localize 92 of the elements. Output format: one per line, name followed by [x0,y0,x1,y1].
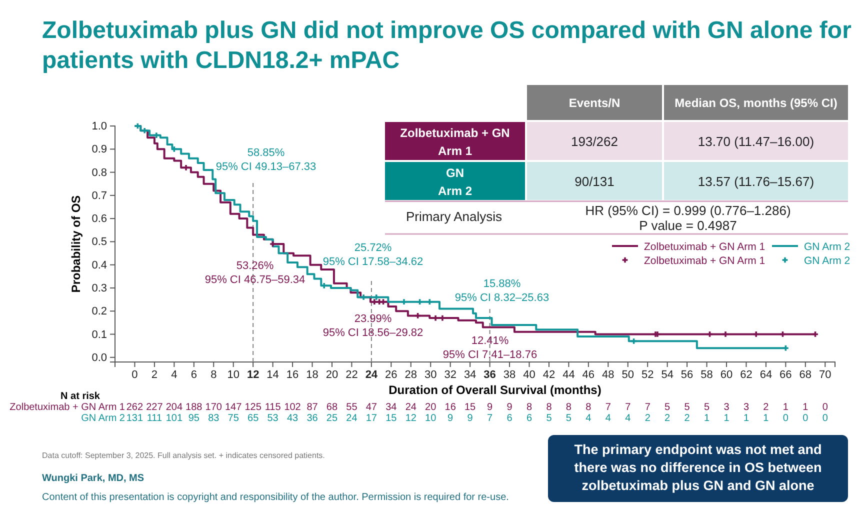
y-tick-label: 1.0 [92,120,107,133]
x-tick-label: 22 [346,368,358,381]
x-tick-label: 66 [780,368,792,381]
annotation: 13.70 (11.47–16.00) [698,134,814,149]
x-tick-label: 40 [523,368,536,381]
annotation: 53.26% 95% CI 46.75–59.34 [204,260,306,286]
x-tick-label: 36 [484,368,496,381]
x-tick-label: 62 [740,368,752,381]
x-tick-label: 30 [424,368,437,381]
point [783,345,788,351]
x-tick-label: 42 [542,368,556,381]
text: 262 227 204 188 170 147 125 115 102 87 68 55 47 34 24 20 16 15 9 9 8 8 8 8 7 7 7 5 5 5 3 3 2 1 1 0 [126,402,828,413]
x-tick-label: 58 [700,368,713,381]
annotation: 25.72% 95% CI 17.58–34.62 [322,242,424,268]
x-tick-label: 12 [246,368,260,381]
annotation: 193/262 [571,134,618,149]
x-tick-label: 2 [151,368,158,381]
y-tick-label: 0.7 [92,190,107,202]
y-tick-label: 0.5 [92,236,107,248]
x-tick-label: 32 [444,368,456,381]
legend-label: Zolbetuximab + GN Arm 1 [644,241,766,253]
annotation: 90/131 [574,174,614,189]
x-tick-label: 16 [286,368,299,381]
x-tick-label: 6 [190,368,197,381]
text: Data cutoff: September 3, 2025. Full analysis set. + indicates censored patients. [42,451,325,460]
text: N at risk [60,391,100,402]
point [722,332,728,337]
annotation: HR (95% CI) = 0.999 (0.776–1.286) [585,203,791,218]
annotation: 15.88% 95% CI 8.32–25.63 [454,278,550,304]
x-tick-label: 20 [326,368,338,381]
x-tick-label: 56 [680,368,694,381]
x-tick-label: 14 [266,368,279,381]
y-tick-label: 0.1 [92,328,107,341]
point [360,294,366,300]
text: Wungki Park, MD, MS [42,473,144,484]
text: Content of this presentation is copyright and responsibility of the author. Permission is required for re-use. [42,492,509,503]
annotation: 12.41% 95% CI 7.41–18.76 [442,335,538,361]
point [426,299,432,305]
chart-title: Zolbetuximab plus GN did not improve OS compared with GN alone for patients with CLDN18.2+ mPAC [42,17,852,74]
x-tick-label: 10 [227,368,240,381]
point [401,299,407,305]
x-tick-label: 50 [622,368,634,381]
y-tick-label: 0.3 [92,282,107,294]
x-tick-label: 0 [132,368,138,381]
point [171,146,177,152]
x-tick-label: 18 [306,368,318,381]
y-tick-label: 0.4 [92,259,107,272]
annotation: P value = 0.4987 [639,218,737,233]
text: Median OS, months (95% CI) [674,96,838,110]
point [374,294,380,300]
x-tick-label: 52 [641,368,654,381]
x-tick-label: 38 [503,368,516,381]
annotation: GN Arm 2 [438,166,472,198]
text: 131 111 101 95 83 75 65 53 43 36 25 24 17 15 12 10 9 9 7 6 6 5 5 4 4 4 2 2 2 1 1 1 1 0 0 0 [126,413,828,424]
y-tick-label: 0.8 [92,166,107,179]
x-axis-title: Duration of Overall Survival (months) [388,383,602,397]
x-tick-label: 44 [562,368,575,381]
y-axis-title: Probability of OS [69,195,83,293]
x-tick-label: 70 [819,368,832,381]
x-tick-label: 68 [799,368,812,381]
point [183,164,189,170]
x-tick-label: 26 [385,368,398,381]
annotation: 13.57 (11.76–15.67) [698,174,814,189]
x-tick-label: 64 [760,368,772,381]
legend-label: GN Arm 2 [804,241,850,253]
text: GN Arm 2 [81,413,126,424]
y-tick-label: 0.2 [92,306,107,318]
x-tick-label: 60 [720,368,733,381]
y-tick-label: 0.6 [92,213,107,226]
x-tick-label: 24 [365,368,378,381]
annotation: Primary Analysis [406,209,503,224]
point [753,332,759,337]
x-tick-label: 28 [404,368,418,381]
point [372,299,378,305]
annotation: 23.99% 95% CI 18.56–29.82 [322,313,424,339]
point [142,128,148,134]
text: Events/N [568,96,620,110]
legend-label: GN Arm 2 [804,255,850,267]
annotation: 58.85% 95% CI 49.13–67.33 [216,147,316,173]
x-tick-label: 4 [171,368,178,381]
legend-label: Zolbetuximab + GN Arm 1 [644,255,766,267]
x-tick-label: 54 [661,368,674,381]
y-tick-label: 0.0 [92,352,107,364]
point [154,132,160,138]
text: The primary endpoint was not met and there was no difference in OS between zolbetuximab plus GN and GN alone [574,442,822,493]
x-tick-label: 48 [602,368,614,381]
x-tick-label: 8 [210,368,217,381]
y-tick-label: 0.9 [92,144,107,156]
x-tick-label: 46 [582,368,595,381]
x-tick-label: 34 [464,368,476,381]
annotation: Zolbetuximab + GN Arm 1 [400,126,510,158]
text: Zolbetuximab + GN Arm 1 [10,402,126,413]
